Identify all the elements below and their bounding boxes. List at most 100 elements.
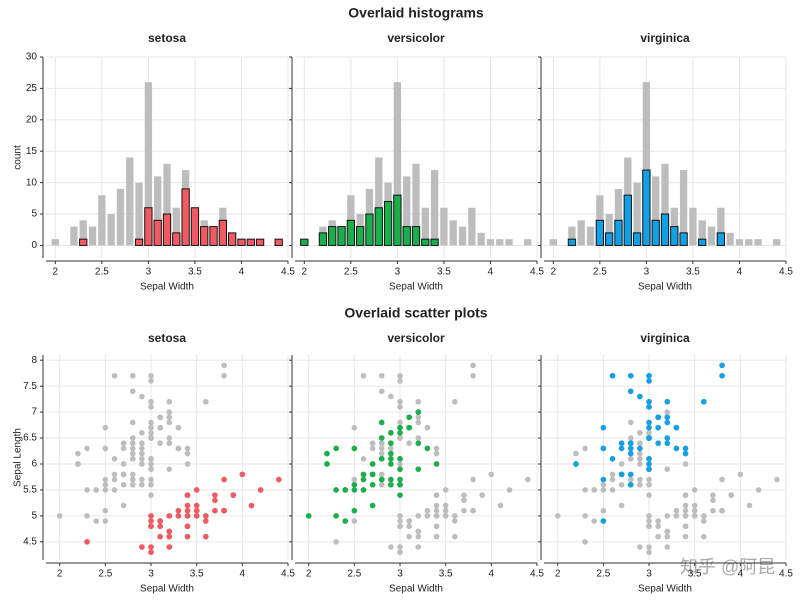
background-bar: [440, 207, 448, 246]
background-point: [120, 440, 127, 447]
background-point: [479, 492, 486, 498]
background-point: [129, 476, 136, 483]
background-point: [102, 481, 109, 488]
background-point: [646, 523, 652, 530]
background-point: [129, 435, 136, 441]
background-point: [166, 466, 173, 472]
bar: [614, 219, 623, 246]
x-tick-label: 2: [306, 569, 312, 580]
background-bar: [126, 157, 134, 246]
bar: [679, 232, 688, 246]
panel-title: virginica: [640, 331, 690, 345]
background-point: [497, 502, 504, 509]
background-bar: [468, 207, 476, 246]
point: [627, 388, 634, 395]
x-tick-label: 2.5: [347, 569, 361, 580]
background-point: [56, 513, 63, 519]
background-bar: [375, 157, 383, 246]
background-point: [75, 450, 81, 457]
background-bar: [698, 220, 706, 246]
point: [351, 487, 358, 493]
bar: [228, 232, 237, 246]
background-point: [755, 487, 762, 493]
point: [655, 414, 661, 421]
point: [627, 445, 634, 452]
background-point: [488, 471, 495, 478]
point: [369, 461, 376, 467]
bar: [255, 238, 265, 246]
background-point: [102, 445, 109, 452]
point: [166, 544, 173, 550]
point: [664, 414, 671, 421]
background-point: [360, 372, 367, 379]
background-bar: [135, 182, 143, 246]
x-tick-label: 2.5: [593, 267, 607, 278]
background-point: [442, 507, 449, 514]
background-bar: [717, 207, 725, 246]
point: [415, 440, 422, 447]
background-point: [646, 518, 652, 524]
background-point: [646, 492, 652, 498]
background-point: [637, 455, 643, 462]
bar: [79, 238, 88, 246]
background-point: [378, 450, 385, 457]
point: [600, 476, 607, 483]
background-point: [139, 430, 145, 436]
point: [148, 544, 154, 550]
y-tick-label: 25: [26, 83, 38, 94]
background-bar: [754, 239, 762, 246]
x-axis-label: Sepal Width: [389, 584, 443, 595]
background-point: [166, 398, 173, 405]
point: [618, 445, 625, 452]
background-point: [397, 513, 403, 519]
point: [166, 528, 173, 535]
x-tick-label: 3: [148, 569, 154, 580]
background-point: [461, 507, 467, 514]
point: [618, 440, 625, 447]
bar: [162, 213, 172, 246]
point: [646, 404, 652, 410]
background-point: [175, 445, 182, 452]
background-point: [415, 419, 422, 426]
background-point: [627, 455, 634, 462]
point: [157, 533, 163, 540]
background-point: [710, 507, 716, 514]
point: [627, 481, 634, 488]
point: [673, 445, 680, 452]
background-point: [682, 523, 689, 530]
background-point: [746, 502, 753, 509]
point: [360, 476, 367, 483]
background-point: [388, 393, 394, 400]
point: [397, 476, 403, 483]
background-point: [646, 430, 652, 436]
background-point: [573, 450, 579, 457]
background-point: [378, 445, 385, 452]
x-tick-label: 4.5: [779, 267, 793, 278]
x-tick-label: 2.5: [98, 569, 112, 580]
background-bar: [586, 226, 595, 246]
point: [342, 487, 349, 493]
background-point: [129, 481, 136, 488]
point: [388, 481, 394, 488]
background-point: [139, 450, 145, 457]
background-point: [148, 481, 154, 488]
x-tick-label: 2: [53, 267, 59, 278]
point: [184, 523, 191, 530]
background-bar: [505, 239, 513, 246]
point: [148, 513, 154, 519]
x-tick-label: 4.5: [530, 267, 544, 278]
point: [573, 461, 579, 467]
background-point: [111, 476, 118, 483]
background-point: [646, 549, 652, 556]
background-point: [646, 476, 652, 483]
point: [433, 461, 440, 467]
background-bar: [172, 207, 180, 246]
background-point: [415, 528, 422, 535]
point: [184, 533, 191, 540]
x-axis-label: Sepal Width: [638, 282, 692, 293]
background-point: [120, 445, 127, 452]
point: [664, 440, 671, 447]
x-axis-label: Sepal Width: [140, 584, 194, 595]
point: [609, 372, 616, 379]
point: [193, 513, 200, 519]
